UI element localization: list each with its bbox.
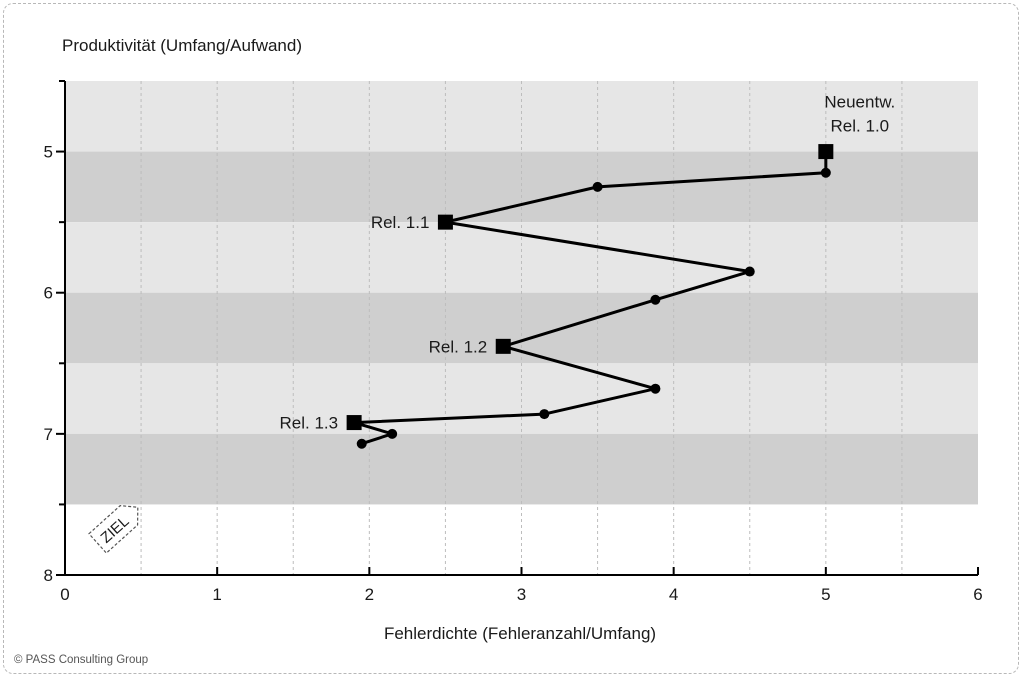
- x-tick-label: 2: [365, 585, 374, 604]
- y-tick-label: 5: [44, 143, 53, 162]
- data-point: [356, 438, 367, 449]
- release-label: Rel. 1.2: [429, 337, 488, 356]
- y-tick-label: 6: [44, 284, 53, 303]
- x-tick-label: 4: [669, 585, 678, 604]
- x-tick-label: 1: [212, 585, 221, 604]
- release-marker: [437, 214, 453, 230]
- x-tick-label: 3: [517, 585, 526, 604]
- copyright-note: © PASS Consulting Group: [14, 654, 149, 666]
- data-point: [539, 409, 550, 420]
- y-tick-label: 8: [44, 566, 53, 585]
- release-label: Rel. 1.0: [831, 117, 890, 136]
- data-point: [744, 266, 755, 277]
- x-axis-label: Fehlerdichte (Fehleranzahl/Umfang): [384, 624, 656, 643]
- plot-band: [65, 81, 978, 152]
- target-tag: ZIEL: [88, 505, 139, 554]
- release-label: Rel. 1.3: [280, 414, 339, 433]
- data-point: [820, 167, 831, 178]
- chart-frame: [3, 3, 1019, 674]
- target-tag-shape: [88, 505, 139, 554]
- y-axis-label: Produktivität (Umfang/Aufwand): [62, 36, 302, 55]
- release-marker: [346, 415, 362, 431]
- release-label: Rel. 1.1: [371, 213, 430, 232]
- x-tick-label: 5: [821, 585, 830, 604]
- y-tick-label: 7: [44, 425, 53, 444]
- release-marker: [495, 338, 511, 354]
- data-point: [387, 428, 398, 439]
- x-tick-label: 0: [60, 585, 69, 604]
- release-marker: [818, 144, 834, 160]
- data-point: [650, 383, 661, 394]
- plot-band: [65, 151, 978, 223]
- data-point: [650, 294, 661, 305]
- plot-band: [65, 433, 978, 505]
- release-label: Neuentw.: [824, 93, 895, 112]
- x-tick-label: 6: [973, 585, 982, 604]
- data-point: [592, 181, 603, 192]
